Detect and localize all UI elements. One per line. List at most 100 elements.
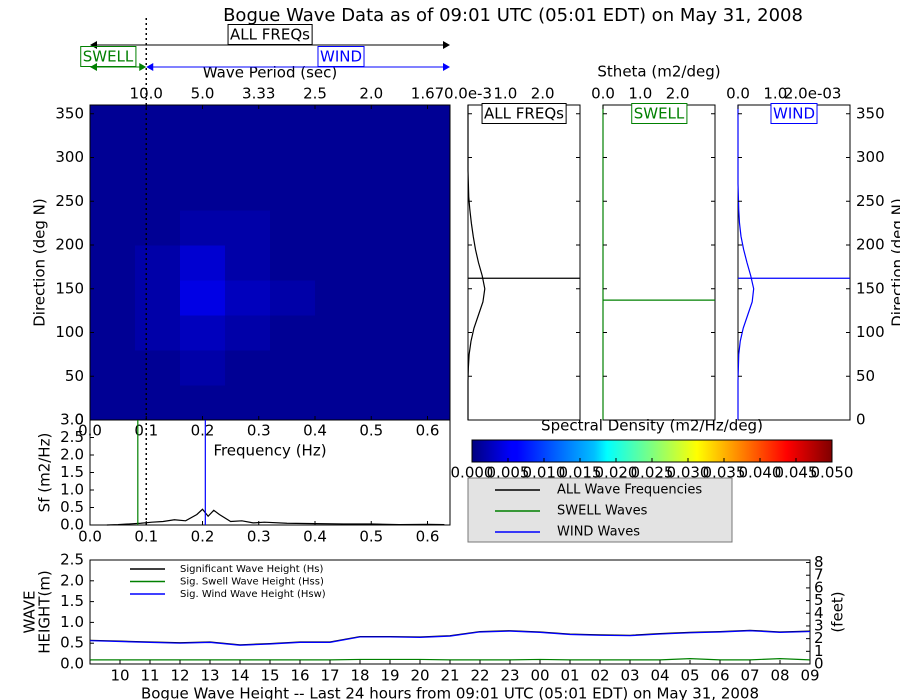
x-tick-label: 3.33 xyxy=(242,85,275,103)
heatmap-cell xyxy=(405,210,451,246)
heatmap-cell xyxy=(405,315,451,351)
heatmap-cell xyxy=(360,245,406,281)
x-tick-label: 0.6 xyxy=(416,422,440,440)
y-tick-label: 7 xyxy=(814,566,824,584)
y-tick-label: 150 xyxy=(856,279,885,297)
x-tick-label: 05 xyxy=(680,667,699,685)
axes-frame xyxy=(737,104,851,421)
heatmap-cell xyxy=(135,350,181,386)
x-tick-label: 0.5 xyxy=(359,528,383,546)
panel-title: ALL FREQs xyxy=(484,105,564,123)
heatmap-cell xyxy=(405,385,451,421)
x-tick-label: 21 xyxy=(440,667,459,685)
heatmap-cell xyxy=(315,280,361,316)
heatmap-cell xyxy=(270,175,316,211)
x-tick-label: 0.040 xyxy=(739,464,782,482)
x-tick-label: 06 xyxy=(710,667,729,685)
series-line xyxy=(89,630,811,646)
heatmap-cell xyxy=(225,385,271,421)
y-tick-label: 0.5 xyxy=(60,498,84,516)
heatmap-cell xyxy=(135,280,181,316)
x-tick-label: 00 xyxy=(530,667,549,685)
heatmap-cell xyxy=(180,315,226,351)
x-tick-label: 2.5 xyxy=(303,85,327,103)
x-tick-label: 0.1 xyxy=(134,422,158,440)
annotation: SWELL xyxy=(83,48,134,66)
heatmap-cell xyxy=(225,175,271,211)
legend-label: Sig. Wind Wave Height (Hsw) xyxy=(180,589,326,600)
y-tick-label: 2.5 xyxy=(60,551,84,569)
annotation: ALL FREQs xyxy=(230,26,310,44)
heatmap-cell xyxy=(180,245,226,281)
x-tick-label: 22 xyxy=(470,667,489,685)
heatmap-cell xyxy=(270,245,316,281)
x-tick-label: 0.010 xyxy=(523,464,566,482)
x-tick-label: 03 xyxy=(620,667,639,685)
y-tick-label: 2.0 xyxy=(60,446,84,464)
legend-label: SWELL Waves xyxy=(557,504,648,519)
direction-spectrum xyxy=(467,105,486,420)
y-tick-label: 50 xyxy=(856,367,875,385)
x-tick-label: 2.0 xyxy=(666,85,690,103)
y-tick-label: 5 xyxy=(814,591,824,609)
x-tick-label: 0.2 xyxy=(191,422,215,440)
x-tick-label: 17 xyxy=(320,667,339,685)
y-tick-label: 200 xyxy=(856,236,885,254)
arrow-head xyxy=(90,63,97,71)
heatmap-cell xyxy=(135,140,181,176)
y-tick-label: 350 xyxy=(856,104,885,122)
x-tick-label: 01 xyxy=(560,667,579,685)
y-tick-label: 2 xyxy=(814,629,824,647)
y-tick-label: 8 xyxy=(814,553,824,571)
heatmap-cell xyxy=(270,105,316,141)
y-axis-label: HEIGHT(m) xyxy=(36,570,54,654)
x-tick-label: 0.5 xyxy=(359,422,383,440)
heatmap-cell xyxy=(360,210,406,246)
x-tick-label: 09 xyxy=(800,667,819,685)
heatmap-cell xyxy=(270,315,316,351)
x-tick-label: 2.0e-03 xyxy=(784,85,842,103)
x-tick-label: 23 xyxy=(500,667,519,685)
heatmap-cell xyxy=(405,350,451,386)
y-tick-label: 300 xyxy=(856,148,885,166)
y-tick-label: 350 xyxy=(55,104,84,122)
heatmap-cell xyxy=(360,105,406,141)
x-tick-label: 10 xyxy=(110,667,129,685)
heatmap-cell xyxy=(360,350,406,386)
y-tick-label: 1.0 xyxy=(60,613,84,631)
heatmap-cell xyxy=(90,175,136,211)
x-tick-label: 02 xyxy=(590,667,609,685)
x-tick-label: 0.0 xyxy=(78,528,102,546)
x-tick-label: 0.2 xyxy=(191,528,215,546)
panel-title: SWELL xyxy=(634,105,685,123)
heatmap-cell xyxy=(270,210,316,246)
heatmap-cell xyxy=(180,280,226,316)
heatmap-cell xyxy=(135,385,181,421)
x-tick-label: 13 xyxy=(200,667,219,685)
x-tick-label: 0.3 xyxy=(247,528,271,546)
x-tick-label: 0.015 xyxy=(559,464,602,482)
heatmap-cell xyxy=(315,175,361,211)
x-tick-label: 0.1 xyxy=(134,528,158,546)
heatmap-cell xyxy=(360,315,406,351)
heatmap-cell xyxy=(225,105,271,141)
axes-frame xyxy=(602,104,716,421)
y-tick-label: 1.5 xyxy=(60,463,84,481)
heatmap-cell xyxy=(225,210,271,246)
y-tick-label: 150 xyxy=(55,279,84,297)
x-tick-label: 1.0 xyxy=(493,85,517,103)
y-tick-label: 50 xyxy=(65,367,84,385)
y-tick-label: 0.0 xyxy=(60,655,84,673)
heatmap-cell xyxy=(225,280,271,316)
frequency-spectrum xyxy=(106,508,445,526)
heatmap-cell xyxy=(90,350,136,386)
heatmap-cell xyxy=(90,315,136,351)
y-tick-label: 3 xyxy=(814,616,824,634)
y-tick-label: 3.0 xyxy=(60,411,84,429)
heatmap-cell xyxy=(90,245,136,281)
heatmap-cell xyxy=(180,105,226,141)
y-tick-label: 0.5 xyxy=(60,634,84,652)
y-axis-label: WAVE xyxy=(21,590,39,633)
y-tick-label: 0 xyxy=(856,411,866,429)
